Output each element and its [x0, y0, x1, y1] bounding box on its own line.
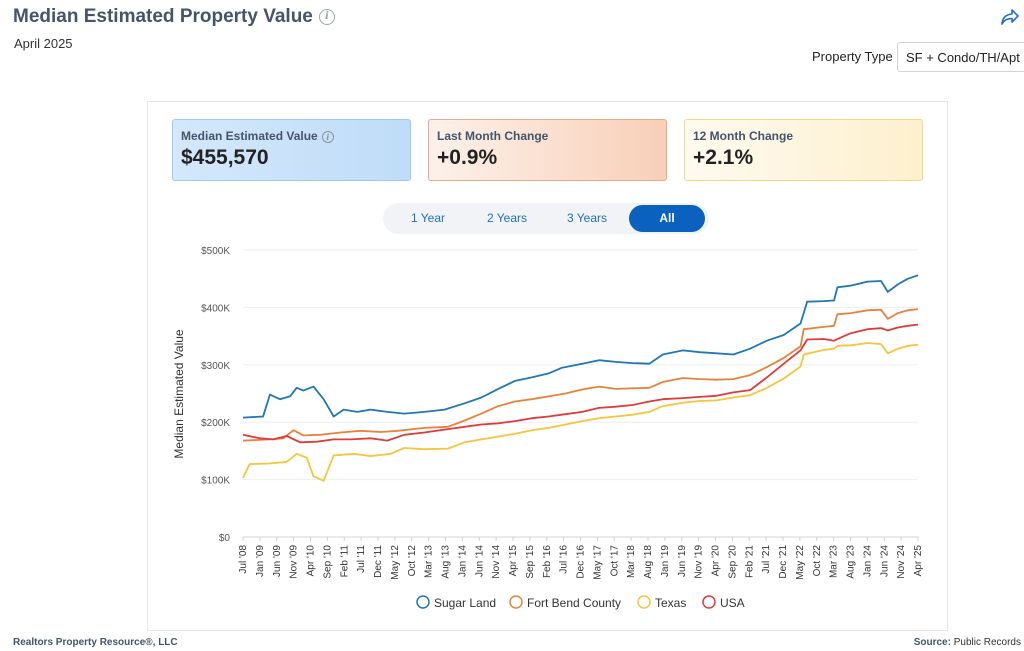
legend-label: Fort Bend County [527, 596, 621, 610]
x-tick-label: Jul '21 [761, 545, 772, 574]
source-label: Source: [913, 637, 951, 648]
median-value-card: Median Estimated Value i $455,570 [172, 119, 411, 181]
x-tick-label: Apr '25 [913, 545, 924, 577]
y-tick-label: $0 [219, 533, 231, 544]
x-tick-label: Sep '20 [727, 545, 738, 579]
x-tick-label: Oct '17 [609, 545, 620, 577]
page-title: Median Estimated Property Value i [13, 6, 335, 28]
x-tick-label: Aug '23 [846, 545, 857, 579]
x-tick-label: Jun '14 [474, 545, 485, 577]
x-tick-label: Jan '14 [457, 545, 468, 577]
series-line-texas [242, 342, 919, 482]
x-tick-label: Nov '19 [694, 545, 705, 579]
y-tick-label: $400K [201, 303, 230, 314]
property-type-select[interactable]: SF + Condo/TH/Apt [897, 42, 1024, 72]
x-tick-label: Oct '12 [407, 545, 418, 577]
legend-marker [416, 595, 430, 609]
x-tick-label: Sep '15 [525, 545, 536, 579]
x-tick-label: Nov '24 [896, 545, 907, 579]
series-line-sugar-land [242, 274, 919, 419]
x-tick-label: Nov '09 [289, 545, 300, 579]
x-tick-label: Mar '13 [424, 545, 435, 578]
info-icon[interactable]: i [318, 8, 335, 25]
x-tick-label: Feb '21 [744, 545, 755, 578]
x-tick-label: Jan '24 [862, 545, 873, 577]
median-value-label: Median Estimated Value i [181, 129, 402, 143]
x-tick-label: Feb '16 [542, 545, 553, 578]
legend-marker [702, 595, 716, 609]
x-tick-label: Mar '23 [829, 545, 840, 578]
x-tick-label: Jan '19 [660, 545, 671, 577]
page-subtitle: April 2025 [14, 36, 73, 51]
footer-credit: Realtors Property Resource®, LLC [13, 637, 178, 648]
last-month-change-card: Last Month Change +0.9% [428, 119, 667, 181]
x-tick-label: Jun '24 [879, 545, 890, 577]
share-icon[interactable] [1000, 8, 1020, 26]
x-tick-label: Jul '08 [238, 545, 249, 574]
range-1-year-button[interactable]: 1 Year [410, 211, 446, 225]
last-month-change-value: +0.9% [437, 146, 498, 169]
x-tick-label: Feb '11 [339, 545, 350, 578]
last-month-change-label: Last Month Change [437, 129, 549, 143]
x-tick-label: Apr '10 [306, 545, 317, 577]
y-tick-label: $100K [201, 476, 230, 487]
footer-source: Source: Public Records [914, 637, 1021, 648]
median-value-label-text: Median Estimated Value [181, 129, 318, 143]
x-tick-label: Dec '11 [373, 545, 384, 578]
series-line-usa [242, 323, 919, 444]
x-tick-label: Jul '11 [356, 545, 367, 573]
y-tick-label: $300K [201, 361, 230, 372]
series-line-fort-bend-county [242, 308, 919, 442]
x-tick-label: Apr '20 [711, 545, 722, 577]
x-tick-label: Apr '15 [508, 545, 519, 577]
x-tick-label: Jun '09 [272, 545, 283, 577]
range-3-years-button[interactable]: 3 Years [566, 211, 608, 225]
x-tick-label: May '12 [390, 545, 401, 580]
twelve-month-change-label: 12 Month Change [693, 129, 794, 143]
range-2-years-button[interactable]: 2 Years [486, 211, 528, 225]
range-all-button[interactable]: All [629, 205, 705, 232]
info-icon[interactable]: i [321, 130, 334, 143]
twelve-month-change-value: +2.1% [693, 146, 754, 169]
time-range-selector: 1 Year 2 Years 3 Years All [383, 203, 709, 234]
x-tick-label: Dec '21 [778, 545, 789, 579]
legend-label: Sugar Land [434, 596, 496, 610]
x-tick-label: Jul '16 [559, 545, 570, 574]
legend-marker [637, 595, 651, 609]
y-tick-label: $200K [201, 418, 230, 429]
x-tick-label: Oct '22 [812, 545, 823, 577]
legend-marker [509, 595, 523, 609]
twelve-month-change-card: 12 Month Change +2.1% [684, 119, 923, 181]
x-tick-label: Jun '19 [677, 545, 688, 577]
x-tick-label: Aug '13 [441, 545, 452, 579]
x-tick-label: May '22 [795, 545, 806, 580]
y-axis-title: Median Estimated Value [172, 329, 186, 459]
chart-panel [147, 101, 948, 631]
x-tick-label: Jan '09 [255, 545, 266, 577]
x-tick-label: Sep '10 [322, 545, 333, 579]
x-tick-label: Mar '18 [626, 545, 637, 578]
y-tick-label: $500K [201, 246, 230, 257]
median-value-amount: $455,570 [181, 146, 269, 169]
title-text: Median Estimated Property Value [13, 6, 313, 27]
property-type-label: Property Type [812, 49, 893, 64]
source-value: Public Records [953, 637, 1021, 648]
x-tick-label: Dec '16 [576, 545, 587, 579]
x-tick-label: Nov '14 [491, 545, 502, 579]
x-tick-label: May '17 [592, 545, 603, 580]
legend-label: USA [720, 596, 745, 610]
legend-label: Texas [655, 596, 686, 610]
x-tick-label: Aug '18 [643, 545, 654, 579]
